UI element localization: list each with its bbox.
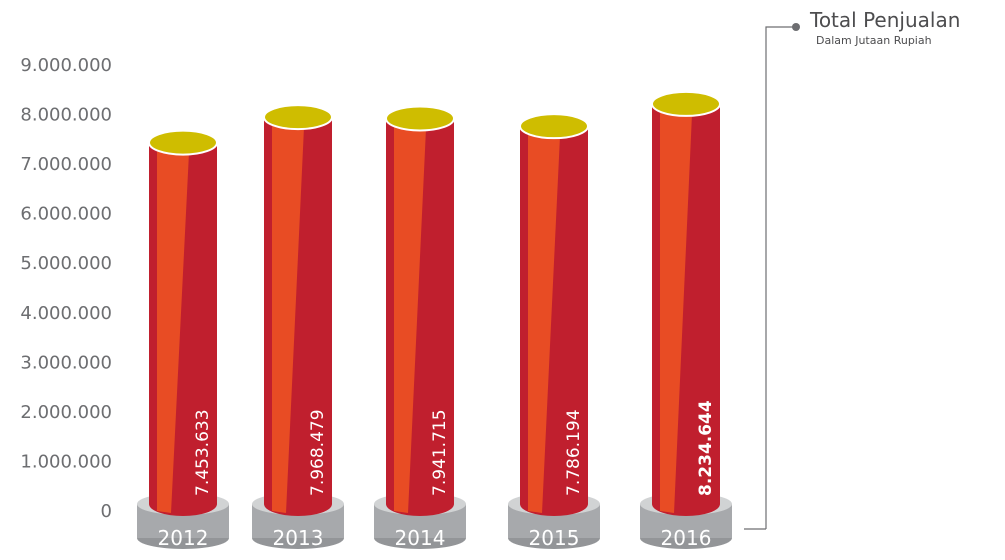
bar-top-cap xyxy=(519,113,589,140)
bar-highlight xyxy=(272,121,304,513)
y-tick-label: 0 xyxy=(101,501,112,522)
bar-top-cap xyxy=(651,90,721,117)
legend: Total Penjualan Dalam Jutaan Rupiah xyxy=(744,8,960,530)
x-tick-label: 2015 xyxy=(529,526,580,550)
bar-group-2015: 2015 7.786.194 xyxy=(508,113,600,550)
bar-highlight xyxy=(528,130,560,514)
y-tick-label: 7.000.000 xyxy=(20,154,112,175)
y-tick-label: 5.000.000 xyxy=(20,253,112,274)
y-tick-label: 3.000.000 xyxy=(20,352,112,373)
x-tick-label: 2012 xyxy=(158,526,209,550)
bar-value-label: 7.453.633 xyxy=(193,409,213,496)
bar-group-2016: 2016 8.234.644 xyxy=(640,90,732,550)
legend-title: Total Penjualan xyxy=(809,8,960,32)
bar-value-label: 8.234.644 xyxy=(696,400,716,496)
bar-top-cap xyxy=(385,105,455,132)
bar-value-label: 7.786.194 xyxy=(564,409,584,496)
legend-dot xyxy=(792,23,800,31)
x-tick-label: 2016 xyxy=(661,526,712,550)
bar-value-label: 7.941.715 xyxy=(430,409,450,496)
y-tick-label: 4.000.000 xyxy=(20,303,112,324)
y-tick-label: 1.000.000 xyxy=(20,451,112,472)
legend-connector-line xyxy=(765,26,794,529)
bar-group-2012: 2012 7.453.633 xyxy=(137,129,229,550)
y-tick-label: 9.000.000 xyxy=(20,55,112,76)
bar-highlight xyxy=(660,107,692,513)
y-axis: 0 1.000.000 2.000.000 3.000.000 4.000.000 5.0… xyxy=(20,55,112,522)
bar-top-cap xyxy=(148,129,218,156)
bar-value-label: 7.968.479 xyxy=(308,409,328,496)
y-tick-label: 8.000.000 xyxy=(20,105,112,126)
bar-top-cap xyxy=(263,104,333,131)
x-tick-label: 2014 xyxy=(395,526,446,550)
bar-highlight xyxy=(394,122,426,513)
y-tick-label: 6.000.000 xyxy=(20,204,112,225)
y-tick-label: 2.000.000 xyxy=(20,402,112,423)
bars: 20127.453.63320137.968.47920147.941.7152… xyxy=(137,90,732,550)
bar-group-2014: 2014 7.941.715 xyxy=(374,105,466,550)
bar-group-2013: 2013 7.968.479 xyxy=(252,104,344,550)
legend-subtitle: Dalam Jutaan Rupiah xyxy=(816,34,932,47)
bar-highlight xyxy=(157,146,189,513)
x-tick-label: 2013 xyxy=(273,526,324,550)
